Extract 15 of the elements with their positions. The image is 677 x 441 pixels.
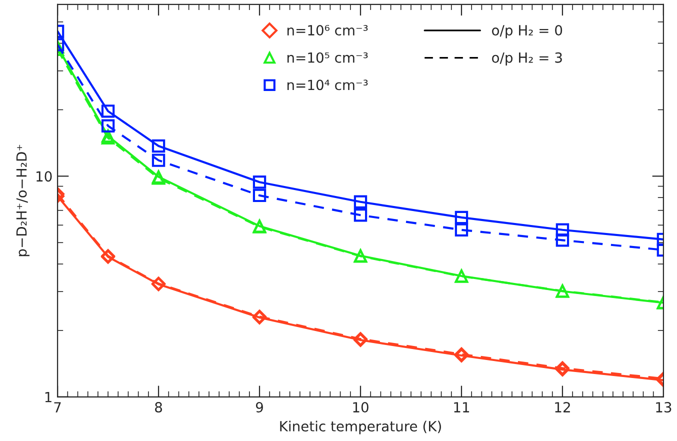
x-tick-label: 9: [256, 402, 263, 413]
x-tick-label: 12: [555, 402, 570, 412]
y-axis-title: p−D₂H⁺/o−H₂D⁺: [16, 144, 30, 256]
x-tick-label: 13: [656, 402, 672, 413]
annotation: o/p H₂ = 0: [492, 25, 562, 38]
x-tick-label: 11: [454, 402, 470, 412]
x-tick-label: 10: [353, 402, 368, 413]
x-tick-label: 8: [155, 402, 162, 413]
legend-label: n=10⁴ cm⁻³: [287, 80, 368, 90]
x-axis-title: Kinetic temperature (K): [280, 420, 441, 434]
legend-label: n=10⁶ cm⁻³: [287, 25, 368, 36]
legend-label: n=10⁵ cm⁻³: [287, 52, 368, 63]
x-tick-label: 7: [54, 402, 61, 412]
y-tick-label: 1: [45, 392, 52, 402]
annotation: o/p H₂ = 3: [492, 52, 562, 66]
